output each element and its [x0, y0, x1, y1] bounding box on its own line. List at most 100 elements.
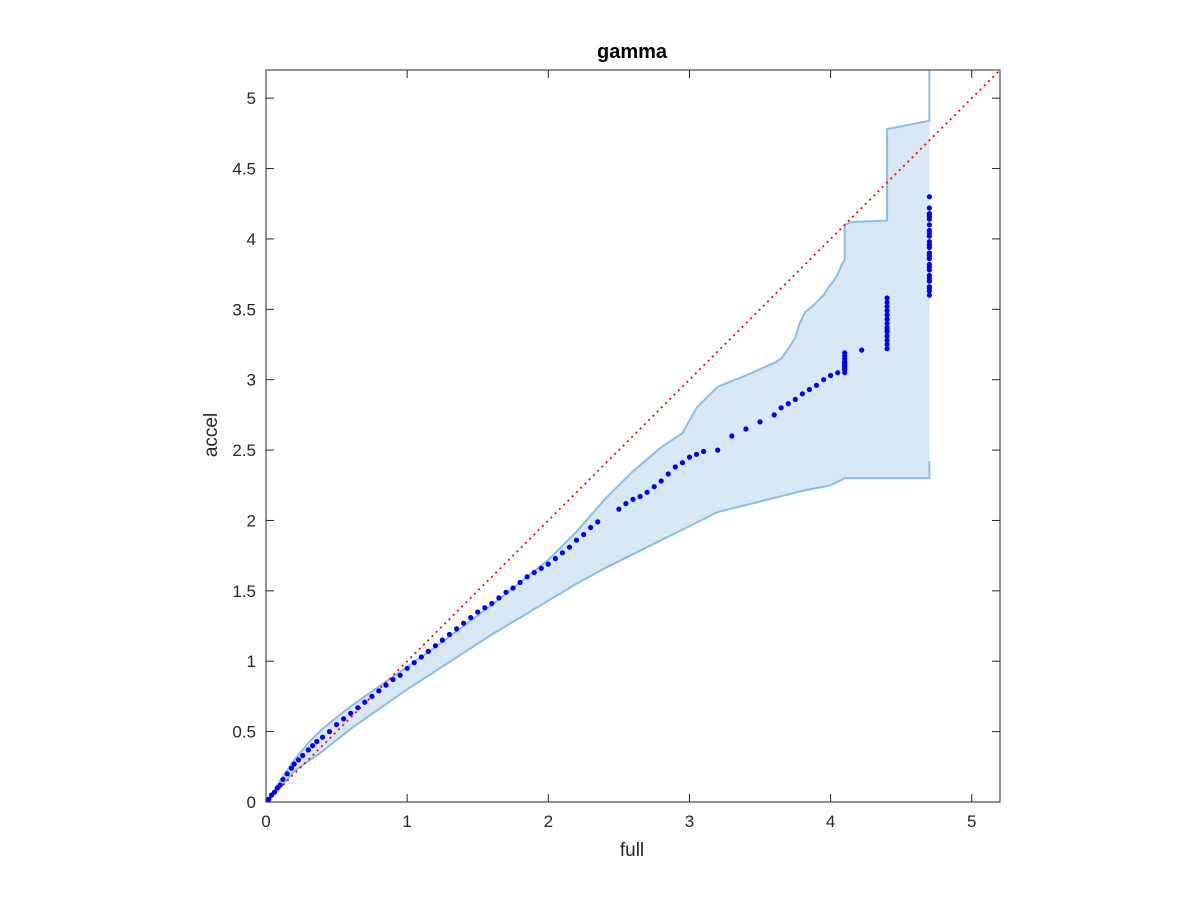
data-point [771, 412, 777, 418]
data-point [300, 752, 306, 759]
data-point [792, 396, 798, 402]
data-point [658, 478, 664, 484]
data-point [785, 401, 791, 407]
axes-box [265, 69, 1001, 803]
data-point [828, 372, 834, 379]
data-point [432, 643, 438, 649]
confidence-band [266, 70, 930, 802]
data-point [799, 391, 806, 397]
data-point [545, 561, 551, 567]
axes: 0 1 2 3 4 5 0 0.5 1 1.5 2 2.5 3 3.5 4 4.5 5 [232, 69, 1001, 831]
data-point [926, 285, 933, 291]
y-tick-label: 1 [247, 652, 256, 671]
data-point [280, 776, 286, 783]
data-point [446, 631, 453, 638]
data-point [334, 722, 340, 728]
data-point [884, 333, 890, 339]
data-point [418, 654, 424, 660]
data-point [503, 589, 509, 595]
data-point [693, 451, 700, 457]
x-tick-label: 4 [826, 812, 835, 831]
data-point [439, 637, 445, 643]
data-point [288, 765, 294, 771]
data-point [291, 761, 297, 767]
data-point [835, 370, 841, 376]
data-point [630, 496, 636, 502]
data-point [813, 382, 820, 388]
data-point [489, 600, 495, 607]
data-point [623, 501, 629, 507]
data-point [842, 350, 848, 356]
data-point [524, 574, 530, 580]
plot-area [266, 70, 1000, 802]
data-point [644, 489, 650, 495]
data-point [595, 519, 601, 525]
x-tick-label: 3 [685, 812, 694, 831]
data-point [319, 734, 326, 740]
data-point [743, 426, 749, 432]
x-tick-label: 1 [402, 812, 411, 831]
x-tick-label: 2 [544, 812, 553, 831]
data-point [729, 433, 735, 439]
data-point [679, 460, 686, 466]
band-lower-edge [266, 461, 931, 802]
data-point [637, 493, 643, 500]
data-point [884, 295, 890, 301]
data-point [461, 620, 467, 626]
y-tick-label: 4.5 [232, 160, 256, 179]
data-point [859, 347, 865, 353]
data-point [531, 569, 537, 576]
data-point [573, 537, 580, 543]
data-point [348, 710, 354, 716]
data-point [686, 454, 693, 460]
data-point [341, 716, 347, 722]
data-point [757, 419, 763, 425]
data-point [310, 743, 316, 749]
data-point [397, 672, 403, 678]
data-point [926, 205, 933, 211]
chart-title: gamma [597, 41, 668, 63]
data-point [362, 699, 368, 705]
y-axis-label: accel [201, 413, 222, 457]
y-tick-label: 0.5 [232, 723, 256, 742]
data-point [404, 665, 410, 671]
data-point [926, 222, 933, 228]
data-point [651, 484, 657, 490]
data-point [454, 626, 460, 632]
data-point [926, 230, 933, 236]
data-point [926, 194, 933, 200]
data-point [581, 531, 587, 538]
data-point [538, 565, 544, 571]
data-point [884, 337, 890, 343]
data-point [926, 253, 933, 259]
data-point [425, 648, 431, 655]
data-point [884, 320, 890, 326]
data-point [616, 506, 622, 512]
data-point [376, 688, 382, 694]
data-point [284, 771, 290, 777]
y-tick-label: 3 [247, 371, 256, 390]
x-tick-label: 0 [261, 812, 270, 831]
data-point [926, 275, 933, 281]
data-point [884, 341, 890, 348]
data-point [884, 316, 890, 322]
data-point [884, 327, 890, 333]
data-point [566, 544, 573, 550]
data-point [552, 555, 559, 562]
data-point [266, 796, 272, 802]
y-tick-label: 3.5 [232, 300, 256, 319]
y-tick-label: 1.5 [232, 582, 256, 601]
data-point [588, 524, 594, 531]
data-point [926, 292, 933, 298]
data-point [926, 264, 933, 270]
data-point [778, 405, 784, 411]
data-point [701, 448, 707, 455]
data-point [842, 363, 848, 369]
data-point [672, 464, 678, 470]
data-point [383, 682, 389, 688]
y-tick-label: 0 [247, 793, 256, 812]
data-point [559, 550, 566, 556]
data-point [884, 346, 890, 352]
